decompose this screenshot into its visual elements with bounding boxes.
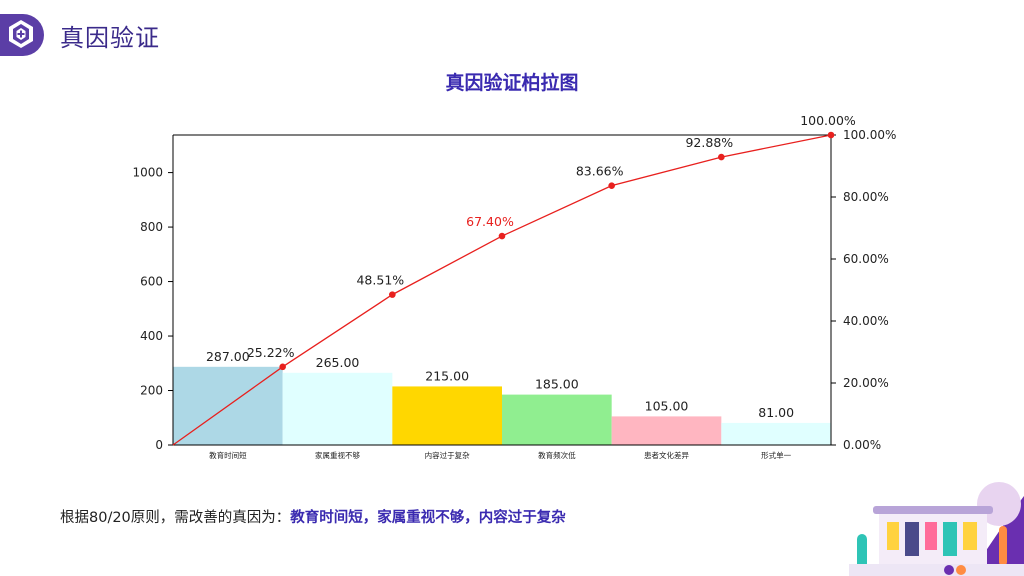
- bar-value-label: 185.00: [535, 377, 579, 392]
- building-illustration-icon: [849, 482, 1024, 576]
- y-tick-label: 0: [155, 438, 163, 452]
- cumulative-point: [608, 182, 615, 189]
- x-tick-label: 内容过于复杂: [425, 450, 470, 460]
- bar-value-label: 105.00: [645, 398, 689, 413]
- bar-value-label: 287.00: [206, 349, 250, 364]
- bar: [611, 416, 722, 445]
- y2-tick-label: 40.00%: [843, 314, 889, 328]
- cumulative-point: [718, 153, 725, 161]
- x-tick-label: 家属重视不够: [315, 450, 360, 460]
- conclusion-highlight: 教育时间短，家属重视不够，内容过于复杂: [290, 510, 566, 526]
- y2-tick-label: 80.00%: [843, 190, 889, 204]
- cumulative-label: 25.22%: [247, 345, 295, 360]
- y-tick-label: 200: [140, 384, 163, 398]
- y-tick-label: 1000: [132, 166, 163, 180]
- y-tick-label: 800: [140, 220, 163, 234]
- y-tick-label: 600: [140, 275, 163, 289]
- x-tick-label: 教育频次低: [538, 450, 576, 460]
- bar-value-label: 215.00: [425, 368, 469, 383]
- cumulative-label: 67.40%: [466, 214, 514, 229]
- chart-title: 真因验证柏拉图: [445, 72, 579, 94]
- x-tick-label: 形式单一: [761, 450, 791, 460]
- y2-tick-label: 20.00%: [843, 376, 889, 390]
- page-title: 真因验证: [60, 24, 160, 52]
- bar: [502, 394, 612, 445]
- cumulative-label: 92.88%: [685, 135, 733, 150]
- y2-tick-label: 100.00%: [843, 128, 896, 142]
- cumulative-point: [279, 363, 286, 371]
- bar: [282, 372, 393, 445]
- cumulative-point: [498, 232, 506, 240]
- cumulative-point: [827, 131, 835, 139]
- cumulative-label: 100.00%: [800, 113, 856, 128]
- cumulative-label: 83.66%: [576, 164, 624, 179]
- x-tick-label: 患者文化差异: [644, 450, 689, 460]
- bar-value-label: 265.00: [316, 355, 360, 370]
- hexagon-badge-icon: [9, 20, 33, 48]
- conclusion-text: 根据80/20原则，需改善的真因为：教育时间短，家属重视不够，内容过于复杂: [60, 506, 566, 527]
- conclusion-prefix: 根据80/20原则，需改善的真因为：: [60, 510, 291, 526]
- x-tick-label: 教育时间短: [209, 450, 247, 460]
- bar: [721, 422, 831, 445]
- y2-tick-label: 60.00%: [843, 252, 889, 266]
- bar-value-label: 81.00: [758, 405, 794, 420]
- cumulative-label: 48.51%: [356, 273, 404, 288]
- y-tick-label: 400: [140, 329, 163, 343]
- cumulative-point: [389, 291, 396, 298]
- bar: [392, 386, 502, 445]
- y2-tick-label: 0.00%: [843, 438, 881, 452]
